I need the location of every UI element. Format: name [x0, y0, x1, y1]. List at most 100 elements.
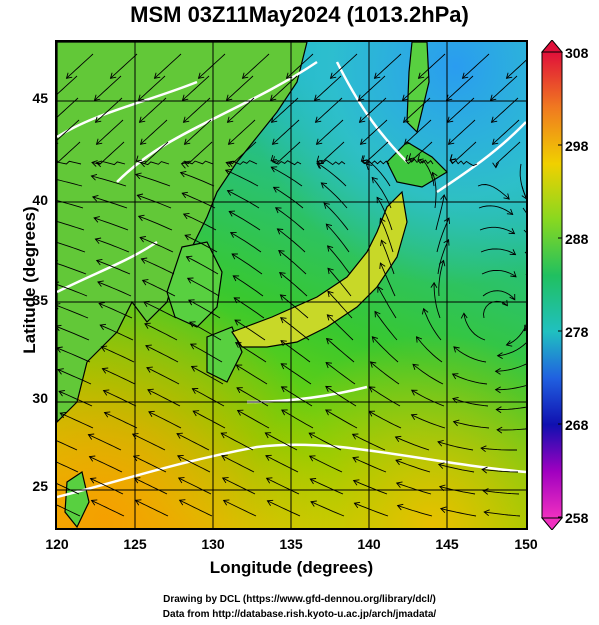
streamline-arrowhead — [447, 138, 455, 145]
streamline-arrowhead — [57, 281, 60, 288]
streamline-arrowhead — [508, 228, 516, 235]
streamline-arrowhead — [309, 478, 317, 485]
streamline — [439, 486, 476, 495]
streamline-arrowhead — [88, 455, 96, 462]
streamline — [278, 250, 307, 275]
streamline-arrowhead — [141, 279, 149, 286]
streamline-arrowhead — [145, 344, 152, 351]
streamline — [452, 373, 488, 385]
streamline-arrowhead — [326, 314, 334, 321]
streamline-arrowhead — [437, 439, 444, 447]
streamline-arrowhead — [269, 94, 277, 101]
streamline — [270, 160, 302, 166]
streamline-arrowhead — [176, 432, 183, 439]
streamline — [265, 455, 299, 473]
streamline-arrowhead — [446, 116, 454, 123]
colorbar-tick-258: 258 — [565, 510, 589, 526]
streamline-arrowhead — [403, 138, 411, 145]
land-masses — [57, 42, 448, 528]
streamline — [281, 409, 314, 429]
streamline-arrowhead — [147, 388, 154, 395]
streamline-arrowhead — [401, 94, 409, 101]
streamline-arrowhead — [482, 488, 489, 495]
streamline-arrowhead — [280, 340, 287, 347]
streamline-arrowhead — [313, 94, 321, 101]
streamline — [103, 390, 137, 407]
streamline-arrowhead — [229, 231, 237, 238]
streamline — [186, 256, 219, 275]
streamline-arrowhead — [220, 432, 228, 439]
streamline — [148, 411, 182, 429]
streamline-arrowhead — [483, 509, 490, 517]
streamline — [100, 324, 134, 341]
streamline-arrowhead — [365, 163, 373, 171]
streamline — [446, 75, 474, 101]
streamline — [142, 279, 176, 297]
streamline-arrowhead — [374, 310, 381, 318]
streamline-arrowhead — [325, 338, 333, 345]
streamline — [483, 490, 520, 495]
streamline-arrowhead — [221, 477, 229, 484]
colorbar — [540, 40, 564, 530]
streamline — [189, 321, 222, 341]
streamline — [396, 482, 432, 495]
streamline-arrowhead — [146, 366, 153, 373]
streamline-arrowhead — [57, 346, 63, 353]
streamline — [184, 119, 212, 145]
streamline — [227, 97, 255, 123]
streamline-arrowhead — [380, 239, 387, 247]
streamline — [57, 283, 88, 297]
streamline-arrowhead — [98, 302, 105, 309]
streamline — [222, 477, 256, 495]
streamline — [506, 323, 526, 346]
streamline-arrowhead — [329, 72, 337, 79]
streamline — [90, 478, 124, 495]
streamline — [144, 323, 178, 341]
x-tick-145: 145 — [435, 536, 459, 552]
streamline — [270, 75, 298, 101]
streamline — [366, 160, 391, 187]
streamline — [267, 500, 301, 517]
streamline-arrowhead — [97, 280, 104, 287]
streamline-arrowhead — [134, 499, 142, 506]
streamline-arrowhead — [452, 419, 460, 427]
streamline — [480, 248, 516, 255]
streamline — [408, 158, 434, 165]
streamline — [138, 215, 173, 231]
streamline — [280, 340, 311, 363]
streamline-arrowhead — [327, 290, 334, 298]
colorbar-gradient — [541, 51, 563, 519]
streamline-arrowhead — [139, 236, 146, 243]
streamline-arrowhead — [183, 138, 191, 145]
streamline — [136, 160, 170, 166]
streamline-arrowhead — [234, 319, 241, 326]
streamline — [477, 184, 510, 200]
streamline-arrowhead — [431, 171, 438, 179]
streamline-arrowhead — [180, 162, 188, 169]
streamline — [326, 314, 354, 341]
streamline — [91, 499, 125, 517]
streamline-arrowhead — [421, 307, 429, 315]
streamline — [411, 414, 446, 429]
streamline-arrowhead — [270, 154, 277, 162]
streamline — [183, 213, 217, 231]
streamline-arrowhead — [310, 500, 317, 507]
streamline — [370, 361, 400, 385]
streamline — [275, 207, 305, 231]
streamline — [265, 432, 298, 451]
streamline — [139, 236, 174, 253]
streamline-arrowhead — [368, 410, 376, 417]
streamline-arrowhead — [188, 299, 195, 306]
streamline-arrowhead — [232, 275, 240, 282]
streamline-arrowhead — [135, 155, 143, 162]
streamline — [223, 499, 257, 517]
streamline — [57, 221, 85, 231]
streamline-arrowhead — [279, 294, 287, 301]
streamline — [416, 336, 443, 363]
streamline — [145, 345, 179, 363]
streamline — [379, 218, 394, 253]
streamline — [96, 259, 131, 275]
streamline — [91, 161, 126, 166]
streamline-arrowhead — [496, 426, 503, 434]
streamline-arrowhead — [325, 361, 332, 369]
